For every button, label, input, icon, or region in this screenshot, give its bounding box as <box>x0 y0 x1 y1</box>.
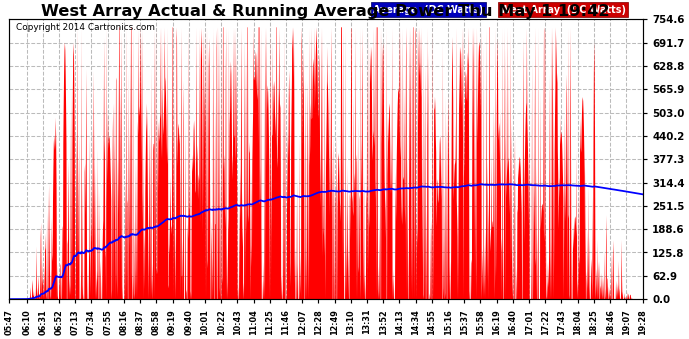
Title: West Array Actual & Running Average Power Thu May 1 19:42: West Array Actual & Running Average Powe… <box>41 4 610 19</box>
Text: West Array  (DC Watts): West Array (DC Watts) <box>500 5 626 15</box>
Text: Average  (DC Watts): Average (DC Watts) <box>373 5 484 15</box>
Text: Copyright 2014 Cartronics.com: Copyright 2014 Cartronics.com <box>16 23 155 32</box>
